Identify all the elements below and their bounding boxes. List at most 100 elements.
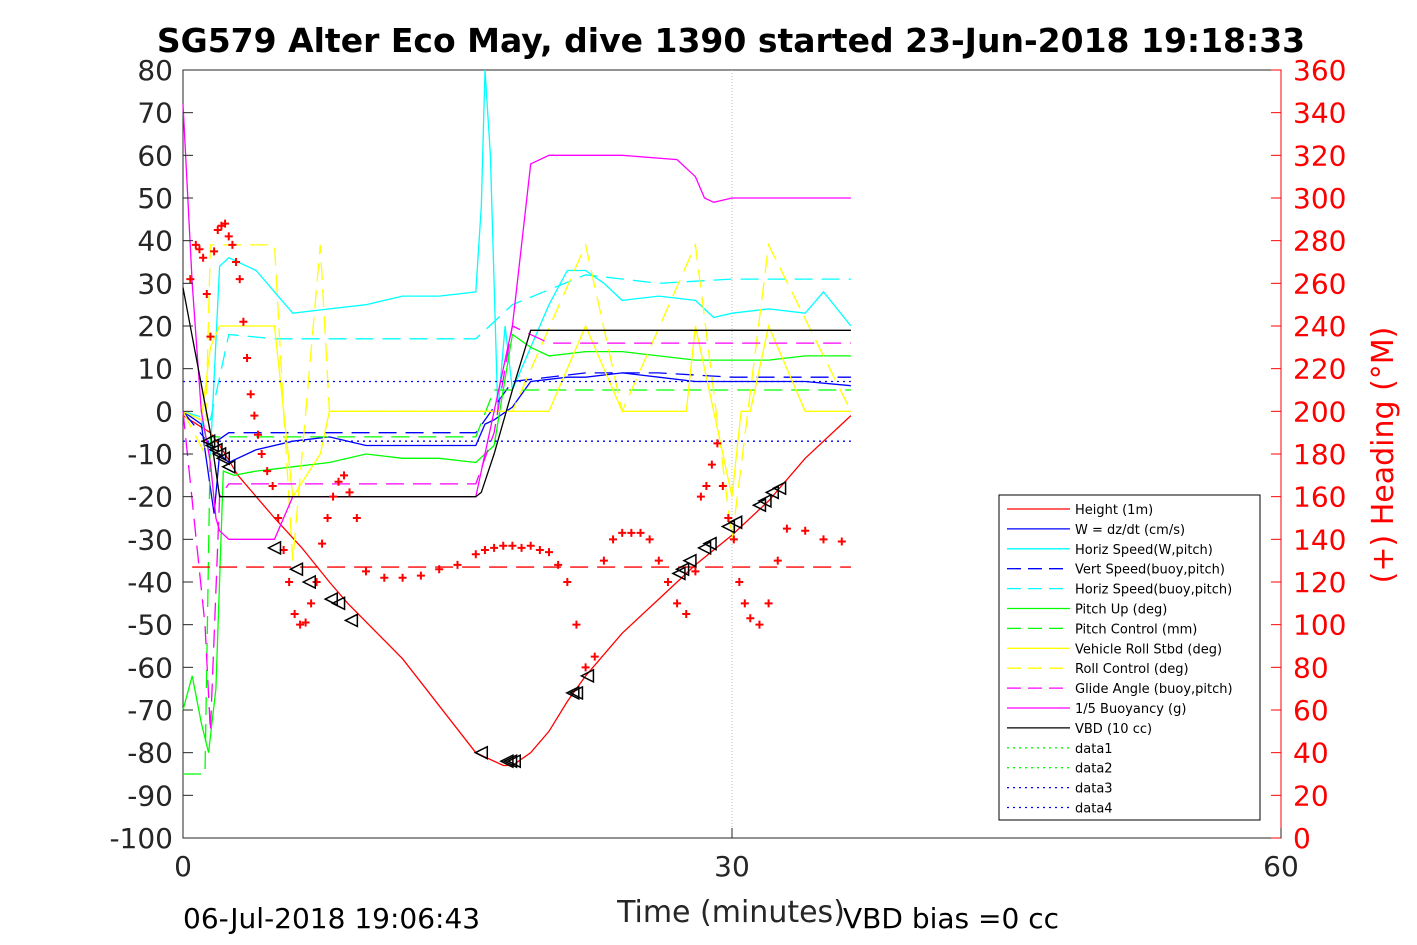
x-tick-label: 60 [1263,850,1299,883]
heading-point [563,578,572,586]
heading-point [755,620,764,629]
heading-point [654,556,663,565]
series-layer [182,69,852,775]
heading-point [268,482,277,490]
heading-point [517,543,526,552]
series-line-4 [182,274,851,421]
heading-point [257,450,266,458]
legend-label: data1 [1075,742,1113,757]
heading-point [609,535,618,544]
heading-point [490,543,499,552]
heading-point [645,535,654,544]
heading-layer [186,219,851,672]
right-tick-label: 0 [1293,822,1311,855]
heading-point [246,390,255,399]
heading-point [228,240,237,249]
right-axis: 3603403203002802602402202001801601401201… [1271,54,1346,855]
heading-point [535,546,544,554]
right-tick-label: 20 [1293,779,1329,812]
right-tick-label: 80 [1293,651,1329,684]
marker-layer [200,433,787,769]
heading-point [764,599,773,608]
left-tick-label: -30 [127,523,173,556]
heading-point [340,471,349,480]
right-tick-label: 140 [1293,523,1346,556]
heading-point [718,482,727,490]
left-tick-label: -80 [127,737,173,770]
heading-point [235,275,244,284]
heading-point [554,560,563,569]
heading-point [663,578,672,586]
heading-point [285,578,294,586]
heading-point [453,560,462,569]
left-tick-label: 10 [137,353,173,386]
heading-point [801,526,810,535]
legend-label: Horiz Speed(W,pitch) [1075,543,1213,558]
heading-point [195,245,204,254]
heading-point [740,599,749,608]
heading-point [296,620,305,629]
heading-point [819,535,828,544]
heading-point [545,548,553,557]
heading-point [735,578,744,586]
heading-point [435,565,444,574]
heading-point [186,275,195,284]
right-tick-label: 180 [1293,438,1346,471]
right-tick-label: 320 [1293,139,1346,172]
heading-point [581,663,590,672]
heading-point [471,550,480,559]
heading-point [782,524,791,533]
triangle-marker [751,497,767,513]
heading-point [243,354,252,362]
heading-point [618,528,627,537]
left-axis: 80 70 60 50 40 30 20 10 0 -10 -20 -30 -40 -50 -60 -70 -8… [109,54,193,855]
heading-point [773,556,782,565]
heading-point [318,539,327,548]
triangle-marker [506,753,521,769]
footer-timestamp: 06-Jul-2018 19:06:43 [183,902,480,935]
series-line-2 [182,69,852,455]
heading-point [307,599,316,608]
legend-label: Vert Speed(buoy,pitch) [1075,563,1225,578]
series-line-11 [182,287,851,498]
right-tick-label: 40 [1293,737,1329,770]
left-tick-label: -10 [127,438,173,471]
heading-point [213,226,222,234]
right-tick-label: 360 [1293,54,1346,87]
triangle-marker [696,540,712,556]
triangle-marker [579,668,595,684]
triangle-marker [764,485,780,500]
series-line-3 [182,372,851,447]
legend-label: W = dz/dt (cm/s) [1075,523,1185,538]
left-tick-label: 80 [137,54,173,87]
triangle-marker [771,480,787,496]
heading-point [837,537,846,546]
heading-point [499,541,508,550]
legend-label: Glide Angle (buoy,pitch) [1075,682,1233,697]
heading-point [232,258,241,266]
right-tick-label: 240 [1293,310,1346,343]
legend-label: data3 [1075,782,1113,797]
right-tick-label: 260 [1293,267,1346,300]
heading-point [312,578,321,586]
heading-point [713,439,722,448]
triangle-marker [288,561,304,577]
heading-point [329,492,338,501]
legend-label: Roll Control (deg) [1075,662,1189,677]
legend-label: data4 [1075,802,1113,817]
heading-point [290,610,299,618]
triangle-marker [502,753,518,769]
heading-point [224,232,233,241]
heading-point [627,528,636,537]
triangle-marker [499,753,514,769]
heading-point [416,571,425,580]
right-axis-label: (+) Heading (°M) [1366,327,1401,584]
heading-point [323,514,332,522]
series-line-5 [182,333,851,753]
left-tick-label: -40 [127,566,173,599]
heading-point [199,253,208,262]
heading-point [724,514,733,522]
left-tick-label: 0 [155,395,173,428]
legend-label: Horiz Speed(buoy,pitch) [1075,583,1232,598]
